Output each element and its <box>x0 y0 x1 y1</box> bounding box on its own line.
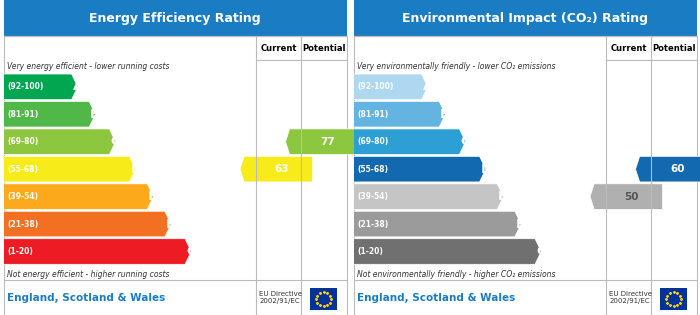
Bar <box>4 0 346 36</box>
Text: Current: Current <box>260 43 297 53</box>
Text: 60: 60 <box>670 164 685 174</box>
Text: England, Scotland & Wales: England, Scotland & Wales <box>357 293 515 303</box>
Text: F: F <box>516 218 525 231</box>
Text: C: C <box>111 135 120 148</box>
Text: D: D <box>130 163 141 176</box>
Polygon shape <box>4 239 191 264</box>
Polygon shape <box>354 74 428 100</box>
Polygon shape <box>354 239 541 264</box>
Text: (69-80): (69-80) <box>7 137 38 146</box>
Polygon shape <box>4 184 153 209</box>
Polygon shape <box>240 156 313 182</box>
Text: (21-38): (21-38) <box>357 220 388 229</box>
Text: Environmental Impact (CO₂) Rating: Environmental Impact (CO₂) Rating <box>402 12 648 25</box>
Text: B: B <box>440 108 450 121</box>
Bar <box>310 288 337 310</box>
Text: Very environmentally friendly - lower CO₂ emissions: Very environmentally friendly - lower CO… <box>357 62 555 72</box>
Text: E: E <box>498 190 508 203</box>
Text: (21-38): (21-38) <box>7 220 38 229</box>
Text: Potential: Potential <box>302 43 346 53</box>
Polygon shape <box>354 211 521 237</box>
Text: G: G <box>536 245 547 258</box>
Polygon shape <box>4 156 136 182</box>
Text: G: G <box>186 245 197 258</box>
Polygon shape <box>4 129 116 154</box>
Text: (69-80): (69-80) <box>357 137 388 146</box>
Polygon shape <box>354 184 503 209</box>
Text: F: F <box>166 218 175 231</box>
Polygon shape <box>354 129 466 154</box>
Text: A: A <box>73 80 83 93</box>
Text: EU Directive
2002/91/EC: EU Directive 2002/91/EC <box>259 291 302 304</box>
Bar <box>4 36 346 315</box>
Text: Potential: Potential <box>652 43 696 53</box>
Bar <box>354 0 696 36</box>
Text: (81-91): (81-91) <box>7 110 38 119</box>
Text: (55-68): (55-68) <box>7 165 38 174</box>
Polygon shape <box>590 184 663 209</box>
Text: (55-68): (55-68) <box>357 165 388 174</box>
Text: (81-91): (81-91) <box>357 110 388 119</box>
Polygon shape <box>636 156 700 182</box>
Text: C: C <box>461 135 470 148</box>
Text: Very energy efficient - lower running costs: Very energy efficient - lower running co… <box>7 62 169 72</box>
Polygon shape <box>286 129 358 154</box>
Text: England, Scotland & Wales: England, Scotland & Wales <box>7 293 165 303</box>
Text: 50: 50 <box>624 192 639 202</box>
Text: EU Directive
2002/91/EC: EU Directive 2002/91/EC <box>609 291 652 304</box>
Text: 63: 63 <box>274 164 289 174</box>
Text: (1-20): (1-20) <box>357 247 383 256</box>
Text: E: E <box>148 190 158 203</box>
Polygon shape <box>4 74 78 100</box>
Text: B: B <box>90 108 100 121</box>
Text: D: D <box>480 163 491 176</box>
Polygon shape <box>4 101 95 127</box>
Text: (1-20): (1-20) <box>7 247 33 256</box>
Text: A: A <box>423 80 433 93</box>
Text: (39-54): (39-54) <box>357 192 388 201</box>
Bar <box>660 288 687 310</box>
Text: (39-54): (39-54) <box>7 192 38 201</box>
Polygon shape <box>354 156 486 182</box>
Bar <box>354 36 696 315</box>
Polygon shape <box>4 211 171 237</box>
Text: Current: Current <box>610 43 647 53</box>
Text: Not environmentally friendly - higher CO₂ emissions: Not environmentally friendly - higher CO… <box>357 270 555 278</box>
Text: 77: 77 <box>320 137 335 147</box>
Text: (92-100): (92-100) <box>7 82 43 91</box>
Polygon shape <box>354 101 445 127</box>
Text: Energy Efficiency Rating: Energy Efficiency Rating <box>89 12 261 25</box>
Text: (92-100): (92-100) <box>357 82 393 91</box>
Text: Not energy efficient - higher running costs: Not energy efficient - higher running co… <box>7 270 169 278</box>
